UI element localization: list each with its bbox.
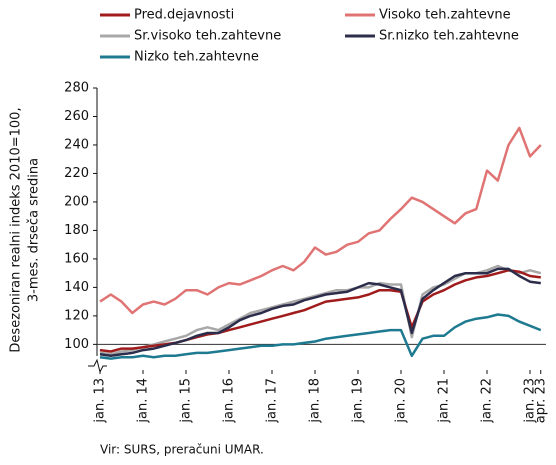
y-axis-label: Desezoniran realni indeks 2010=100, bbox=[9, 107, 24, 352]
legend-label: Visoko teh.zahtevne bbox=[379, 8, 511, 23]
legend-label: Nizko teh.zahtevne bbox=[134, 50, 259, 65]
y-axis-label: 3-mes. drseča sredina bbox=[27, 158, 42, 302]
y-tick-label: 200 bbox=[64, 194, 89, 209]
y-tick-label: 280 bbox=[64, 81, 89, 96]
x-tick-label: jan. 21 bbox=[437, 378, 452, 424]
x-tick-label: jan. 13 bbox=[93, 378, 108, 424]
x-tick-label: jan. 20 bbox=[394, 378, 409, 424]
x-tick-label: jan. 14 bbox=[136, 378, 151, 424]
legend-label: Sr.visoko teh.zahtevne bbox=[134, 29, 281, 44]
x-tick-label: jan. 22 bbox=[480, 378, 495, 424]
y-tick-label: 240 bbox=[64, 137, 89, 152]
x-tick-label: apr. 23 bbox=[533, 378, 548, 423]
x-tick-label: jan. 19 bbox=[351, 378, 366, 424]
y-tick-label: 100 bbox=[64, 337, 89, 352]
y-tick-label: 260 bbox=[64, 109, 89, 124]
y-tick-label: 160 bbox=[64, 251, 89, 266]
series-line bbox=[99, 126, 542, 315]
x-tick-label: jan. 23 bbox=[523, 378, 538, 424]
x-tick-label: jan. 16 bbox=[222, 378, 237, 424]
y-tick-label: 220 bbox=[64, 166, 89, 181]
y-tick-label: 140 bbox=[64, 280, 89, 295]
series-line bbox=[99, 267, 541, 358]
legend-label: Pred.dejavnosti bbox=[134, 8, 234, 23]
x-tick-label: jan. 17 bbox=[265, 378, 280, 424]
x-tick-label: jan. 15 bbox=[179, 378, 194, 424]
x-tick-label: jan. 18 bbox=[308, 378, 323, 424]
axis-break bbox=[88, 358, 107, 374]
source-note: Vir: SURS, preračuni UMAR. bbox=[100, 443, 264, 457]
series-line bbox=[99, 313, 542, 360]
legend-label: Sr.nizko teh.zahtevne bbox=[379, 29, 519, 44]
y-tick-label: 120 bbox=[64, 308, 89, 323]
y-tick-label: 180 bbox=[64, 223, 89, 238]
